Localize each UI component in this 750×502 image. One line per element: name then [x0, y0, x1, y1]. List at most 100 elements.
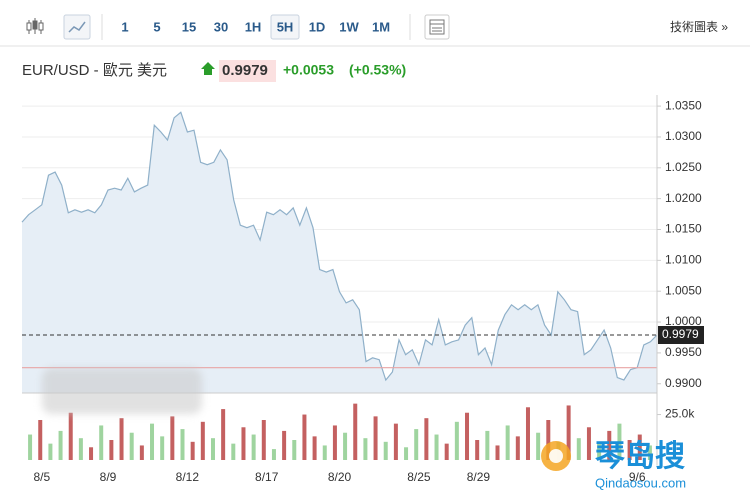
- volume-bar: [78, 438, 83, 460]
- y-tick-label: 25.0k: [665, 407, 695, 421]
- technical-chart-link[interactable]: 技術圖表 »: [670, 20, 728, 34]
- interval-button[interactable]: 1W: [339, 19, 359, 34]
- volume-bar: [221, 409, 226, 460]
- volume-bar: [139, 445, 144, 460]
- y-tick-label: 1.0100: [665, 253, 702, 267]
- volume-bar: [505, 425, 510, 460]
- volume-bar: [495, 445, 500, 460]
- area-fill: [22, 112, 657, 394]
- interval-button[interactable]: 5: [153, 19, 160, 34]
- line-chart-icon[interactable]: [63, 14, 91, 40]
- volume-bar: [454, 421, 459, 460]
- price: 0.9979: [222, 62, 268, 79]
- volume-bar: [373, 416, 378, 460]
- volume-bar: [58, 430, 63, 460]
- x-tick-label: 8/20: [328, 470, 352, 484]
- volume-bar: [28, 434, 33, 460]
- volume-bar: [180, 429, 185, 460]
- x-tick-label: 8/29: [467, 470, 491, 484]
- volume-bar: [302, 414, 307, 460]
- volume-bar: [271, 449, 276, 460]
- x-tick-label: 9/6: [629, 470, 646, 484]
- volume-bar: [404, 447, 409, 460]
- volume-bar: [190, 441, 195, 460]
- interval-button[interactable]: 30: [214, 19, 228, 34]
- interval-button[interactable]: 1D: [309, 19, 326, 34]
- volume-bar: [647, 445, 652, 460]
- x-tick-label: 8/5: [34, 470, 51, 484]
- price-chart: 1.0350 1.0300 1.0250 1.0200 1.0150 1.0100 1.00…: [21, 95, 704, 484]
- volume-bar: [444, 443, 449, 460]
- volume-bar: [241, 427, 246, 460]
- volume-bar: [332, 425, 337, 460]
- volume-bar: [119, 418, 124, 460]
- volume-bar: [170, 416, 175, 460]
- y-tick-label: 0.9950: [665, 345, 702, 359]
- candlestick-icon[interactable]: [26, 18, 44, 34]
- volume-bar: [129, 432, 134, 460]
- volume-bar: [536, 432, 541, 460]
- volume-bar: [465, 412, 470, 460]
- y-tick-label: 1.0050: [665, 283, 702, 297]
- x-tick-label: 8/9: [100, 470, 117, 484]
- volume-bar: [261, 420, 266, 460]
- x-tick-label: 8/25: [407, 470, 431, 484]
- volume-bar: [99, 425, 104, 460]
- y-tick-label: 1.0200: [665, 191, 702, 205]
- table-icon[interactable]: [424, 14, 450, 40]
- volume-bar: [434, 434, 439, 460]
- blurred-watermark: [42, 368, 202, 414]
- volume-bar: [383, 441, 388, 460]
- volume-bar: [322, 445, 327, 460]
- volume-bar: [160, 436, 165, 460]
- volume-bar: [414, 429, 419, 460]
- volume-bar: [312, 436, 317, 460]
- interval-button[interactable]: 1H: [245, 19, 262, 34]
- change-percent: (+0.53%): [349, 62, 406, 78]
- volume-bar: [546, 420, 551, 460]
- volume-bar: [251, 434, 256, 460]
- volume-bar: [393, 423, 398, 460]
- interval-button[interactable]: 5H: [277, 19, 294, 34]
- y-tick-label: 0.9900: [665, 376, 702, 390]
- change: +0.0053: [283, 62, 334, 78]
- watermark: 琴岛搜 Qindaosou.com: [541, 440, 686, 490]
- interval-button[interactable]: 1M: [372, 19, 390, 34]
- y-tick-label: 1.0150: [665, 222, 702, 236]
- volume-bar: [525, 407, 530, 460]
- volume-bar: [89, 447, 94, 460]
- last-price-label: 0.9979: [662, 327, 699, 341]
- volume-bar: [353, 403, 358, 460]
- interval-buttons: 1 5 15 30 1H 5H 1D 1W 1M: [121, 14, 390, 40]
- volume-bar: [38, 420, 43, 460]
- volume-bar: [363, 438, 368, 460]
- interval-button[interactable]: 15: [182, 19, 196, 34]
- volume-bar: [485, 430, 490, 460]
- volume-bar: [343, 432, 348, 460]
- last-price-tag: [658, 326, 704, 345]
- price-line: [21, 111, 658, 382]
- volume-bar: [292, 440, 297, 460]
- volume-bar: [210, 438, 215, 460]
- volume-bar: [282, 430, 287, 460]
- volume-bar: [231, 443, 236, 460]
- volume-bar: [576, 438, 581, 460]
- symbol: EUR/USD - 歐元 美元: [22, 62, 167, 79]
- x-tick-label: 8/12: [176, 470, 200, 484]
- volume-bar: [627, 440, 632, 460]
- volume-bar: [637, 434, 642, 460]
- volume-bar: [150, 423, 155, 460]
- watermark-url: Qindaosou.com: [595, 475, 686, 490]
- volume-bar: [475, 440, 480, 460]
- volume-bar: [200, 421, 205, 460]
- selected-interval: [270, 14, 300, 40]
- volume-bar: [68, 412, 73, 460]
- price-highlight: [219, 60, 276, 82]
- x-tick-label: 8/17: [255, 470, 279, 484]
- volume-bar: [424, 418, 429, 460]
- volume-bar: [109, 440, 114, 460]
- y-tick-label: 1.0300: [665, 129, 702, 143]
- interval-button[interactable]: 1: [121, 19, 128, 34]
- volume-bar: [48, 443, 53, 460]
- volume-bar: [607, 430, 612, 460]
